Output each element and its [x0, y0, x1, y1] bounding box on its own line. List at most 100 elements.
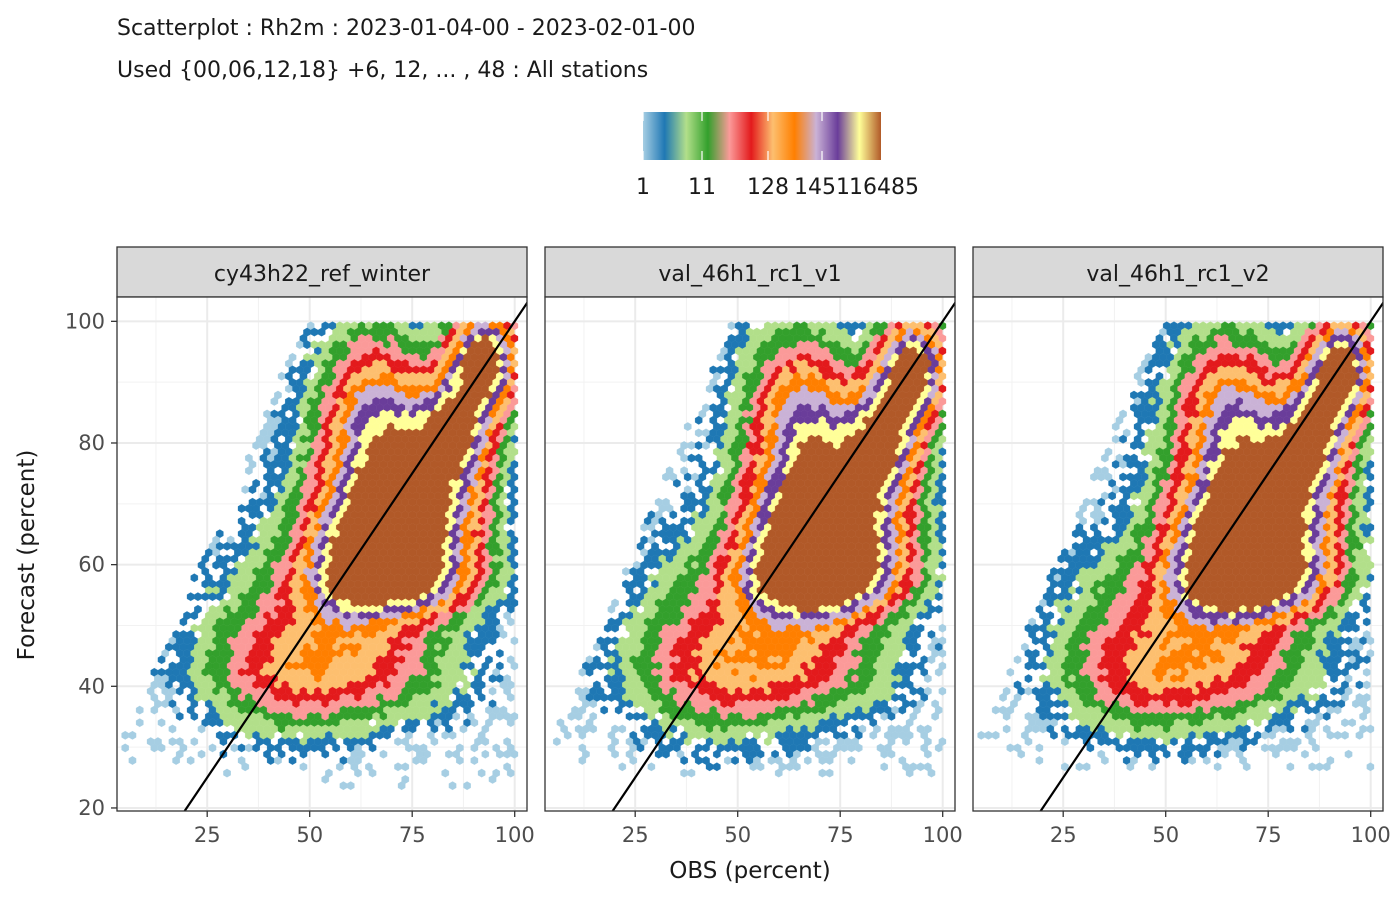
hexbin-cell — [252, 743, 260, 753]
hexbin-cell — [477, 693, 486, 702]
hexbin-cell — [510, 636, 519, 646]
hexbin-cell — [383, 730, 391, 740]
hexbin-cell — [190, 573, 199, 583]
hexbin-cell — [368, 768, 377, 778]
color-legend: 1 11 128 1451 16485 — [636, 112, 919, 200]
hexbin-cell — [441, 768, 450, 778]
reference-line-identity — [183, 301, 527, 811]
hexbin-cell — [477, 768, 486, 778]
hexbin-cell — [157, 743, 166, 753]
hexbin-cell — [510, 749, 519, 759]
hexbin-cell — [481, 749, 490, 759]
hexbin-cell — [506, 693, 515, 702]
hexbin-cell — [448, 730, 457, 740]
hexbin-cell — [506, 617, 515, 627]
hexbin-cell — [463, 781, 471, 791]
hexbin-cell — [934, 604, 943, 614]
hexbin-cell — [481, 737, 490, 746]
hexbin-cell — [172, 756, 180, 765]
facet-strip-label: cy43h22_ref_winter — [214, 262, 431, 287]
hexbin-cell — [470, 756, 479, 765]
y-axis-tick-label: 60 — [78, 553, 105, 577]
hexbin-cell — [669, 510, 678, 520]
hexbin-cell — [317, 327, 326, 337]
hexbin-cell — [175, 712, 184, 721]
hexbin-cell — [452, 712, 460, 721]
hexbin-cell — [419, 756, 428, 765]
x-axis-tick-label: 75 — [399, 823, 426, 847]
hexbin-cell — [506, 768, 515, 778]
hexbin-cell — [611, 623, 619, 633]
hexbin-cell — [470, 743, 479, 753]
facet-strip — [116, 246, 528, 298]
hexbin-cell — [510, 661, 519, 671]
hexbin-cell — [336, 762, 344, 772]
hexbin-cell — [179, 617, 188, 627]
hexbin-cell — [241, 762, 250, 772]
y-axis-tick-label: 40 — [78, 674, 105, 698]
y-axis-tick-label: 20 — [78, 796, 105, 820]
hexbin-cell — [248, 485, 257, 494]
hexbin-cell — [270, 397, 279, 406]
hexbin-cell — [135, 705, 144, 715]
hexbin-cell — [379, 749, 388, 759]
hexbin-cell — [219, 737, 228, 746]
hexbin-cell — [346, 781, 355, 791]
hexbin-cell — [128, 730, 137, 740]
hexbin-cell — [190, 611, 199, 620]
hexbin-cell — [934, 592, 943, 602]
hexbin-cell — [121, 743, 129, 753]
hexbin-cell — [430, 737, 439, 746]
hexbin-cell — [197, 749, 206, 759]
hexbin-cell — [168, 724, 177, 734]
hexbin-cell — [470, 718, 479, 728]
hexbin-cell — [474, 649, 482, 658]
hexbin-cell — [683, 422, 692, 431]
hexbin-cell — [506, 718, 515, 728]
legend-tick-label: 128 — [747, 175, 789, 200]
hexbin-cell — [299, 749, 308, 759]
legend-tick-label: 16485 — [849, 175, 919, 200]
chart-title: Scatterplot : Rh2m : 2023-01-04-00 - 202… — [117, 16, 696, 41]
hexbin-cell — [488, 775, 497, 784]
hexbin-cell — [448, 781, 457, 791]
hexbin-cell — [456, 756, 464, 765]
hexbin-cell — [488, 686, 497, 696]
hexbin-cell — [175, 686, 184, 696]
legend-colorbar — [643, 112, 881, 160]
hexbin-cell — [197, 724, 206, 734]
hexbin-cell — [694, 415, 703, 425]
hexbin-cell — [354, 768, 362, 778]
y-axis-tick-label: 80 — [78, 431, 105, 455]
hexbin-cell — [499, 630, 508, 639]
hexbin-cell — [702, 441, 710, 450]
hexbin-cell — [459, 724, 468, 734]
chart-subtitle: Used {00,06,12,18} +6, 12, ... , 48 : Al… — [117, 58, 649, 83]
hexbin-cell — [128, 756, 137, 765]
hexbin-cell — [673, 478, 681, 488]
x-axis-tick-label: 50 — [296, 823, 323, 847]
hexbin-cell — [157, 718, 166, 728]
hexbin-cell — [607, 604, 616, 614]
legend-tick-label: 11 — [688, 175, 716, 200]
hexbin-cell — [332, 743, 340, 753]
legend-tick-label: 1451 — [794, 175, 850, 200]
hexbin-cell — [150, 705, 159, 715]
y-axis-tick-label: 100 — [65, 309, 105, 333]
hexbin-cell — [488, 636, 497, 646]
hexbin-cell — [401, 762, 410, 772]
hexbin-cell — [288, 756, 297, 765]
hexbin-cell — [186, 756, 195, 765]
x-axis-tick-label: 100 — [495, 823, 535, 847]
hexbin-cell — [368, 743, 377, 753]
hexbin-cell — [321, 749, 330, 759]
hexbin-cell — [190, 737, 199, 746]
panel-border — [116, 296, 528, 812]
hexbin-cell — [223, 768, 231, 778]
hexbin-cell — [135, 718, 144, 728]
hexbin-cell — [506, 516, 515, 526]
facet-strip-label: val_46h1_rc1_v1 — [658, 262, 841, 287]
